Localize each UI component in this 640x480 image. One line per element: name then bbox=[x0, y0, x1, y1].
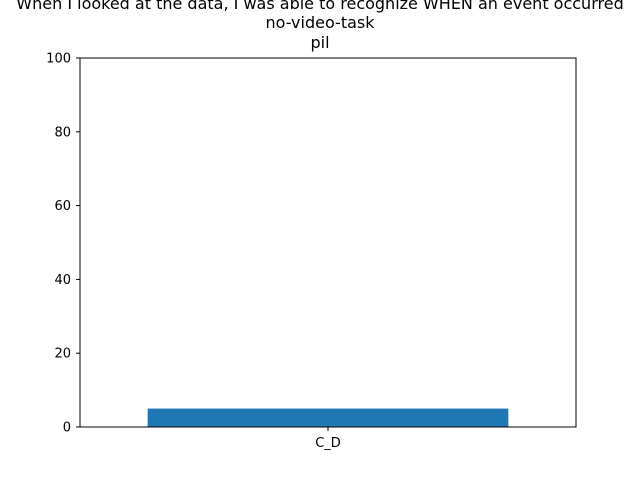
bar-series bbox=[147, 408, 509, 427]
chart-title: When I looked at the data, I was able to… bbox=[16, 0, 623, 52]
y-tick-label: 80 bbox=[54, 125, 71, 140]
y-tick-label: 100 bbox=[46, 52, 71, 67]
y-tick-label: 60 bbox=[54, 199, 71, 214]
bar-c-d bbox=[147, 408, 509, 427]
y-axis: 0 20 40 60 80 100 bbox=[46, 52, 80, 436]
chart-title-line-2: no-video-task bbox=[265, 13, 375, 32]
plot-area-frame bbox=[79, 57, 577, 428]
chart-title-line-1: When I looked at the data, I was able to… bbox=[16, 0, 623, 13]
chart-title-line-3: pil bbox=[310, 33, 329, 52]
x-axis: C_D bbox=[315, 427, 341, 451]
x-tick-label: C_D bbox=[315, 436, 341, 451]
y-tick-label: 0 bbox=[63, 421, 71, 436]
y-tick-label: 20 bbox=[54, 347, 71, 362]
y-tick-label: 40 bbox=[54, 273, 71, 288]
